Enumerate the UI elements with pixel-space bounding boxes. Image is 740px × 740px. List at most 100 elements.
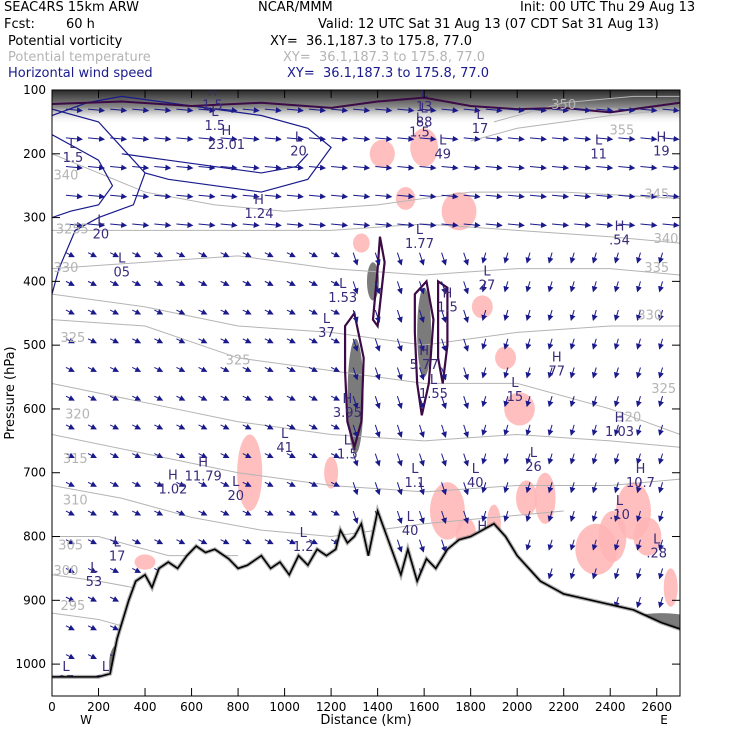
wind-vector-376: [547, 510, 554, 522]
x-axis-label: Distance (km): [320, 713, 411, 728]
y-tick-label-3: 400: [23, 274, 46, 288]
wind-vector-0: [65, 107, 83, 114]
wind-vector-174: [286, 107, 304, 114]
wind-vector-421: [613, 338, 620, 350]
wind-vector-258: [396, 281, 403, 295]
pv-extremum-type-8: L: [476, 108, 484, 123]
wind-vector-125: [198, 538, 208, 545]
wind-vector-193: [308, 193, 327, 200]
wind-vector-371: [547, 367, 554, 379]
wind-vector-123: [198, 481, 208, 487]
pv-extremum-value-36: 40: [402, 524, 419, 539]
wind-vector-308: [463, 309, 469, 324]
wind-vector-109: [176, 538, 186, 545]
wind-vector-257: [396, 252, 403, 266]
wind-vector-191: [308, 135, 327, 142]
wind-vector-263: [396, 424, 403, 438]
wind-vector-44: [110, 222, 128, 228]
wind-vector-53: [109, 481, 120, 487]
wind-vector-106: [176, 452, 186, 459]
pv-extremum-type-15: L: [416, 223, 424, 238]
theta-contour-2: [52, 255, 680, 276]
wind-vector-121: [198, 423, 208, 430]
wind-vector-212: [330, 280, 341, 286]
pv-extremum-type-34: H: [636, 462, 646, 477]
wind-vector-162: [264, 222, 282, 228]
wind-vector-413: [618, 107, 636, 114]
wind-vector-95: [176, 135, 194, 142]
wind-vector-380: [574, 135, 592, 142]
wind-vector-60: [132, 107, 150, 114]
wind-vector-111: [198, 135, 216, 142]
pv-extremum-value-1: 1.5: [204, 119, 225, 134]
wind-vector-26: [87, 280, 97, 286]
wind-vector-196: [308, 280, 318, 286]
wind-vector-440: [636, 367, 642, 379]
theta-label-14: 315: [63, 452, 88, 467]
wind-vector-24: [88, 222, 106, 228]
terrain-fill: [52, 511, 680, 696]
pv-extremum-type-46: L: [102, 660, 110, 675]
wind-vector-287: [441, 164, 459, 171]
pv-fill-9: [324, 456, 339, 489]
wind-vector-116: [198, 280, 208, 286]
wind-vector-466: [658, 596, 664, 609]
wind-vector-244: [374, 309, 381, 324]
wind-vector-416: [618, 193, 636, 200]
pv-extremum-type-16: L: [483, 264, 491, 279]
wind-vector-80: [154, 193, 172, 200]
pv-extremum-type-11: H: [254, 193, 264, 208]
wind-vector-105: [176, 423, 186, 430]
wind-vector-169: [264, 423, 274, 430]
wind-vector-43: [110, 193, 128, 200]
pv-extremum-type-20: H: [419, 344, 429, 359]
wind-vector-5: [65, 251, 75, 258]
wind-vector-351: [525, 252, 532, 264]
wind-vector-168: [264, 395, 274, 401]
wind-vector-386: [569, 309, 576, 322]
pv-extremum-value-19: 1.5: [437, 301, 458, 316]
pv-extremum-type-25: H: [615, 411, 625, 426]
wind-vector-343: [503, 453, 510, 465]
x-end-label-west: W: [80, 713, 92, 727]
wind-vector-201: [308, 423, 318, 430]
wind-vector-156: [242, 510, 252, 516]
wind-vector-140: [220, 510, 230, 516]
wind-vector-47: [109, 309, 120, 315]
wind-vector-90: [154, 481, 164, 487]
wind-vector-203: [308, 481, 318, 487]
wind-vector-311: [463, 396, 469, 410]
wind-vector-365: [552, 193, 570, 200]
pv-extremum-value-9: 11: [590, 148, 607, 163]
wind-vector-180: [286, 280, 296, 286]
wind-vector-76: [132, 567, 142, 573]
wind-vector-144: [242, 164, 260, 171]
wind-vector-253: [397, 135, 415, 142]
wind-vector-309: [463, 338, 469, 352]
pv-extremum-type-27: L: [344, 433, 352, 448]
pv-extremum-type-3: L: [295, 130, 303, 145]
pv-extremum-value-16: 27: [479, 278, 496, 293]
wind-vector-389: [569, 396, 576, 408]
pv-extremum-type-10: H: [657, 130, 667, 145]
wind-vector-461: [658, 453, 664, 465]
wind-vector-163: [264, 251, 274, 258]
wind-vector-321: [481, 252, 488, 264]
wind-vector-10: [65, 395, 75, 401]
pv-extremum-value-17: .54: [609, 234, 630, 249]
x-tick-label-10: 2000: [502, 700, 533, 714]
wind-vector-216: [330, 395, 341, 401]
wind-vector-120: [198, 395, 208, 401]
wind-vector-147: [242, 251, 252, 258]
wind-vector-313: [463, 453, 469, 467]
valid-time: Valid: 12 UTC Sat 31 Aug 13 (07 CDT Sat …: [318, 17, 659, 32]
x-end-label-east: E: [660, 713, 668, 727]
wind-vector-266: [396, 510, 403, 524]
wind-vector-213: [330, 309, 341, 315]
wind-vector-332: [507, 135, 525, 142]
wind-vector-188: [286, 510, 296, 516]
wind-vector-187: [286, 481, 296, 487]
wind-vector-96: [176, 164, 194, 171]
wind-vector-143: [242, 135, 260, 142]
wind-vector-155: [242, 481, 252, 487]
